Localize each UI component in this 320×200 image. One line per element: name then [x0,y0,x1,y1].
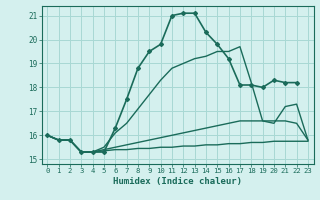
X-axis label: Humidex (Indice chaleur): Humidex (Indice chaleur) [113,177,242,186]
